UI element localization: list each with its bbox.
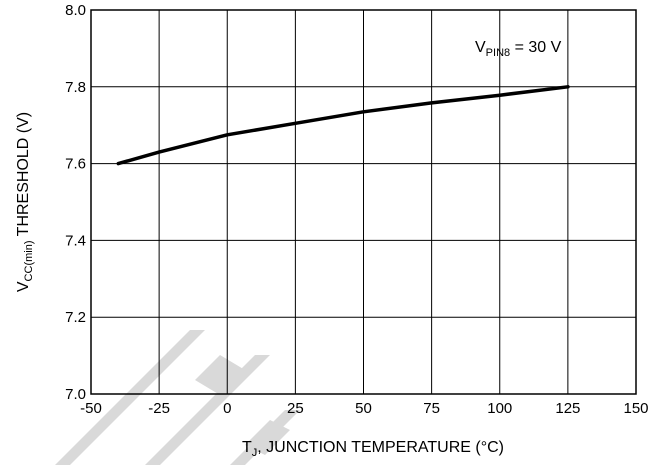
x-tick-label: 150 — [623, 400, 648, 417]
x-tick-label: 75 — [423, 400, 440, 417]
y-tick-label: 7.0 — [65, 386, 86, 403]
plot-frame — [90, 9, 637, 395]
grid-lines — [90, 9, 637, 395]
x-tick-label: 100 — [487, 400, 512, 417]
y-tick-label: 7.4 — [65, 232, 86, 249]
y-tick-label: 8.0 — [65, 2, 86, 19]
x-tick-labels: -50 -25 0 25 50 75 100 125 150 — [80, 400, 648, 417]
x-tick-label: 0 — [223, 400, 231, 417]
x-tick-label: -25 — [148, 400, 170, 417]
x-axis-label: TJ, JUNCTION TEMPERATURE (°C) — [242, 439, 504, 459]
condition-annotation: VPIN8 = 30 V — [475, 39, 562, 59]
series-line — [116, 85, 570, 166]
y-tick-label: 7.2 — [65, 309, 86, 326]
x-tick-label: -50 — [80, 400, 102, 417]
y-tick-label: 7.8 — [65, 79, 86, 96]
watermark-shapes — [55, 330, 300, 465]
x-tick-label: 25 — [287, 400, 304, 417]
y-axis-label: VCC(min) THRESHOLD (V) — [15, 112, 35, 292]
x-tick-label: 125 — [555, 400, 580, 417]
y-tick-labels: 7.0 7.2 7.4 7.6 7.8 8.0 — [65, 2, 86, 403]
y-tick-label: 7.6 — [65, 156, 86, 173]
x-tick-label: 50 — [355, 400, 372, 417]
